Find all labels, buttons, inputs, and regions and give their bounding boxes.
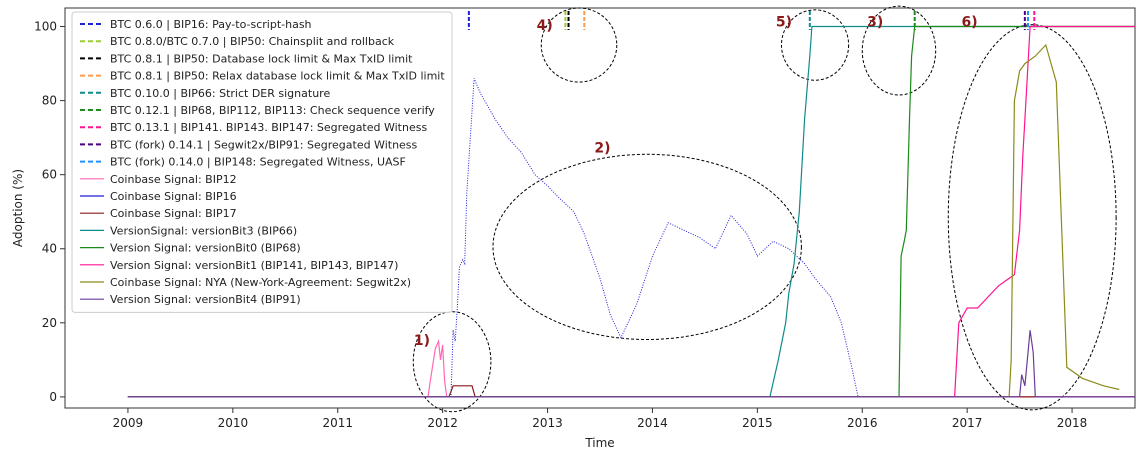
series-layer [127,25,1135,398]
legend-label-4: BTC 0.8.1 | BIP50: Relax database lock l… [110,70,445,83]
annotation-4: 4) [537,18,553,34]
y-axis-label: Adoption (%) [11,169,25,247]
x-tick-label-2015: 2015 [742,416,773,430]
axes: 2009 2010 2011 2012 2013 2014 2015 2016 2017 2018… [34,20,1087,430]
x-tick-label-2011: 2011 [322,416,353,430]
y-tick-label-0: 0 [49,390,57,404]
x-tick-label-2013: 2013 [532,416,563,430]
legend-label-6: BTC 0.12.1 | BIP68, BIP112, BIP113: Chec… [110,104,435,117]
series-line-2 [127,78,859,398]
legend-box [71,11,453,313]
x-tick-label-2014: 2014 [637,416,668,430]
highlight-ellipse-2 [492,153,802,340]
x-tick-label-2017: 2017 [952,416,983,430]
legend-label-1: BTC 0.6.0 | BIP16: Pay-to-script-hash [110,18,312,31]
y-tick-label-20: 20 [42,316,57,330]
legend-label-3: BTC 0.8.1 | BIP50: Database lock limit &… [110,52,413,65]
legend-label-17: Version Signal: versionBit4 (BIP91) [110,293,301,306]
highlight-regions [412,5,1117,413]
series-line-4 [127,25,1135,398]
annotations: 1) 2) 3) 4) 5) 6) [414,15,978,350]
legend-label-2: BTC 0.8.0/BTC 0.7.0 | BIP50: Chainsplit … [110,35,395,48]
series-line-5 [127,25,1135,398]
highlight-ellipse-6 [947,24,1117,411]
annotation-5: 5) [776,15,792,31]
x-tick-label-2009: 2009 [113,416,144,430]
series-line-1 [127,338,1135,398]
annotation-1: 1) [414,333,430,349]
x-axis-label: Time [584,436,614,450]
legend-label-14: Version Signal: versionBit0 (BIP68) [110,242,301,255]
legend-label-15: Version Signal: versionBit1 (BIP141, BIP… [110,259,398,272]
legend-label-7: BTC 0.13.1 | BIP141. BIP143. BIP147: Seg… [110,121,427,134]
legend-label-10: Coinbase Signal: BIP12 [110,173,237,186]
series-line-8 [127,330,1135,398]
highlight-ellipse-5 [780,9,850,81]
series-line-6 [127,25,1135,398]
y-tick-label-100: 100 [34,20,57,34]
series-line-7 [127,43,1120,398]
release-markers [467,11,1036,30]
y-tick-label-80: 80 [42,94,57,108]
legend-label-8: BTC (fork) 0.14.1 | Segwit2x/BIP91: Segr… [110,138,418,151]
legend-label-11: Coinbase Signal: BIP16 [110,190,237,203]
x-tick-label-2010: 2010 [218,416,249,430]
x-tick-label-2018: 2018 [1057,416,1088,430]
highlight-ellipse-3 [861,5,937,96]
legend-label-9: BTC (fork) 0.14.0 | BIP148: Segregated W… [110,156,406,169]
legend-label-5: BTC 0.10.0 | BIP66: Strict DER signature [110,87,330,100]
annotation-2: 2) [594,140,610,156]
highlight-ellipse-1 [412,311,492,413]
y-tick-label-40: 40 [42,242,57,256]
y-tick-label-60: 60 [42,168,57,182]
annotation-3: 3) [867,15,883,31]
annotation-6: 6) [962,15,978,31]
highlight-ellipse-4 [540,7,618,83]
legend-label-13: VersionSignal: versionBit3 (BIP66) [110,224,297,237]
legend: BTC 0.6.0 | BIP16: Pay-to-script-hash BTC… [71,11,453,313]
x-tick-label-2012: 2012 [427,416,458,430]
legend-label-12: Coinbase Signal: BIP17 [110,207,237,220]
x-tick-label-2016: 2016 [847,416,878,430]
legend-label-16: Coinbase Signal: NYA (New-York-Agreement… [110,276,411,289]
